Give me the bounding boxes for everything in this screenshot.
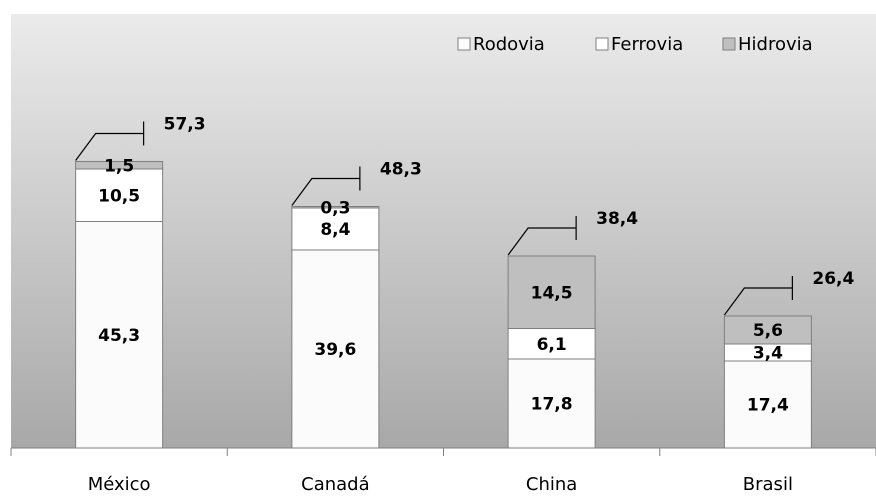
data-label-rodovia: 39,6: [314, 340, 356, 360]
bar-segment-hidrovia: [723, 315, 812, 345]
legend: Rodovia Ferrovia Hidrovia: [457, 34, 813, 55]
bar-segment-rodovia: [75, 221, 164, 449]
total-label: 26,4: [812, 269, 854, 289]
data-label-ferrovia: 8,4: [320, 220, 350, 240]
bars-layer: [75, 161, 812, 449]
legend-label-ferrovia: Ferrovia: [611, 34, 683, 55]
total-callout-line: [723, 287, 793, 316]
legend-label-rodovia: Rodovia: [473, 34, 545, 55]
legend-label-hidrovia: Hidrovia: [738, 34, 813, 55]
data-label-ferrovia: 6,1: [537, 335, 567, 355]
total-label: 38,4: [596, 209, 638, 229]
bar-segment-ferrovia: [507, 328, 596, 360]
data-label-hidrovia: 0,3: [320, 198, 350, 218]
data-label-hidrovia: 14,5: [531, 283, 573, 303]
legend-swatch-ferrovia: [595, 37, 609, 51]
bar-segment-hidrovia: [507, 255, 596, 329]
data-label-hidrovia: 1,5: [104, 156, 134, 176]
legend-swatch-rodovia: [457, 37, 471, 51]
legend-swatch-hidrovia: [722, 37, 736, 51]
data-label-ferrovia: 3,4: [753, 344, 783, 364]
category-label: Canadá: [301, 474, 370, 494]
category-label: Brasil: [743, 474, 793, 494]
data-label-hidrovia: 5,6: [753, 321, 783, 341]
data-label-rodovia: 17,4: [747, 396, 789, 416]
total-callout-line: [75, 132, 144, 161]
category-label: China: [526, 474, 577, 494]
bar-segment-hidrovia: [291, 206, 380, 209]
bar-segment-hidrovia: [75, 161, 164, 170]
total-label: 57,3: [164, 115, 206, 135]
total-callout-line: [507, 227, 577, 256]
x-axis: México Canadá China Brasil: [10, 447, 876, 495]
bar-segment-rodovia: [507, 358, 596, 449]
labels-layer: 45,3 10,5 1,5 57,3 39,6 8,40,3 48,3 17,8 6,1 14,5…: [75, 115, 854, 416]
total-label: 48,3: [380, 160, 422, 180]
data-label-ferrovia: 10,5: [98, 186, 140, 206]
total-callout-line: [291, 177, 360, 206]
category-label: México: [88, 474, 151, 494]
data-label-rodovia: 17,8: [531, 395, 573, 415]
data-label-rodovia: 45,3: [98, 326, 140, 346]
